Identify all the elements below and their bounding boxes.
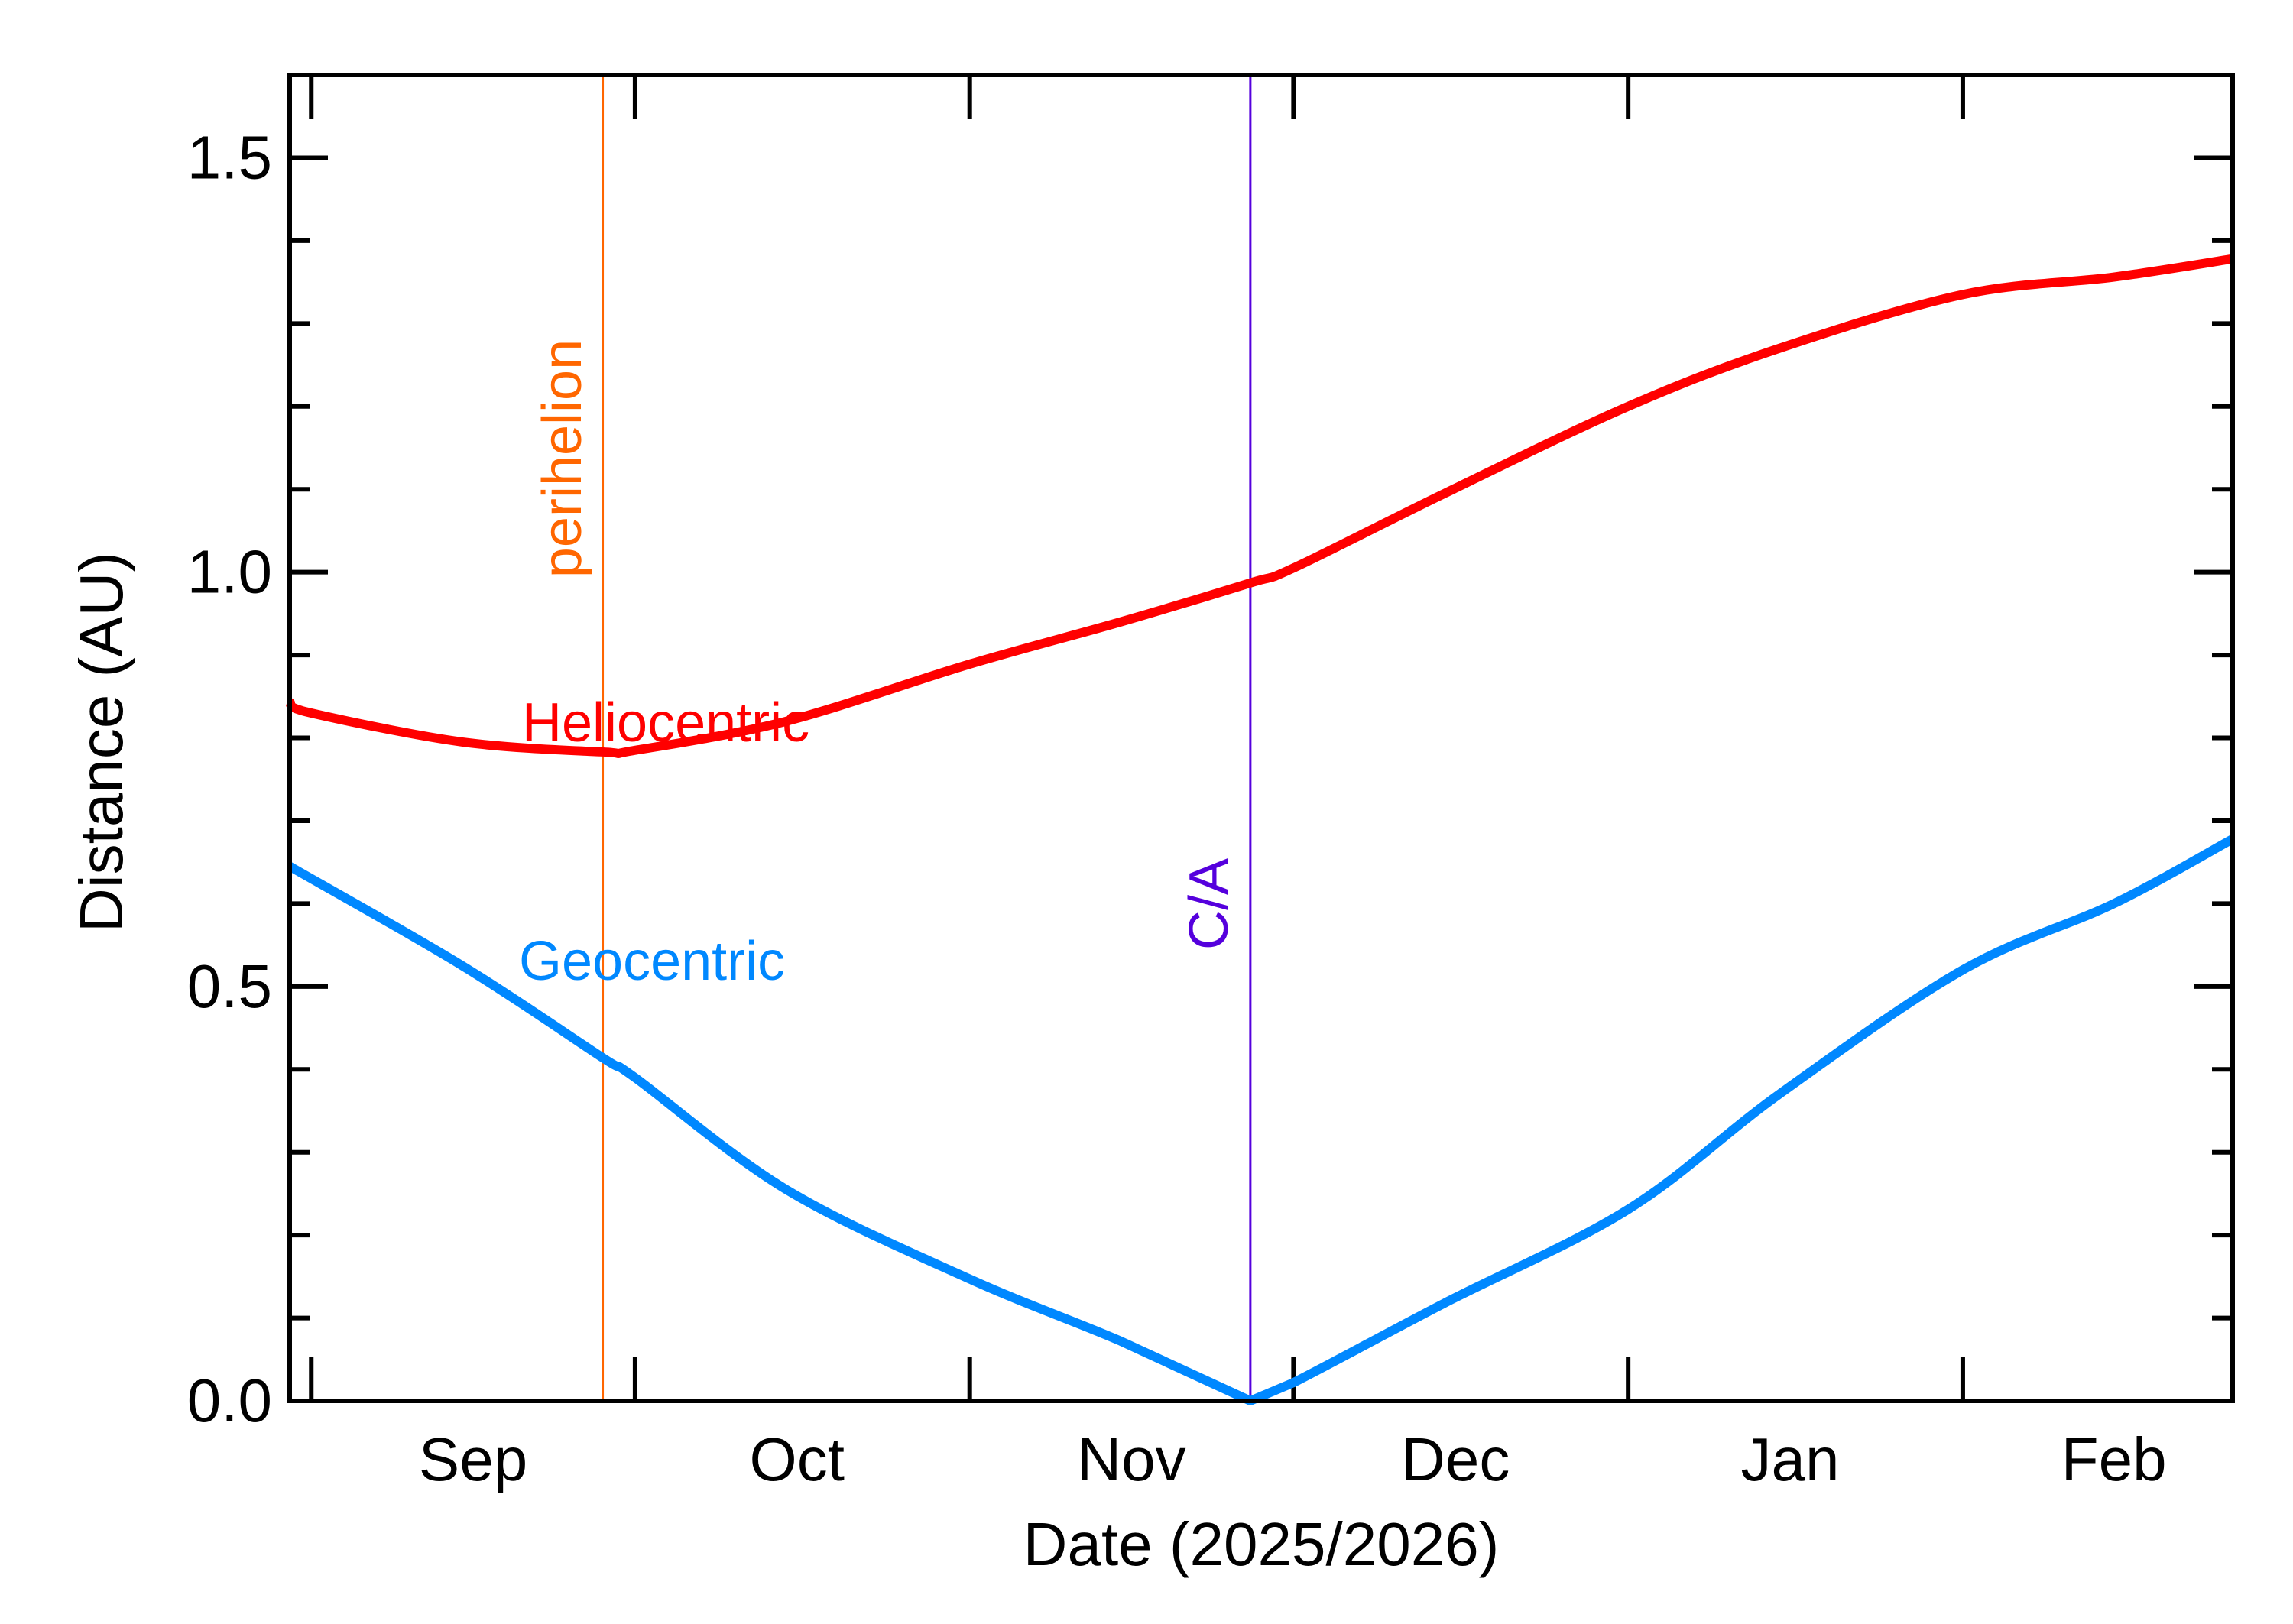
series-line-geocentric — [287, 835, 2235, 1405]
y-axis-label: Distance (AU) — [67, 552, 135, 932]
x-axis-label: Date (2025/2026) — [1023, 1510, 1500, 1578]
x-tick-label-jan: Jan — [1740, 1425, 1839, 1493]
y-tick-label: 0.0 — [187, 1366, 272, 1434]
y-tick-label: 1.5 — [187, 123, 272, 191]
tick-labels: 0.0 0.5 1.0 1.5 Sep Oct Nov Dec Jan Feb — [187, 123, 2167, 1493]
series-label-geocentric: Geocentric — [519, 931, 785, 992]
x-tick-label-oct: Oct — [750, 1425, 845, 1493]
y-tick-label: 0.5 — [187, 952, 272, 1020]
y-tick-label: 1.0 — [187, 538, 272, 606]
annotation-ca: C/A — [1179, 858, 1240, 950]
axis-ticks — [290, 73, 2233, 1403]
x-tick-label-dec: Dec — [1401, 1425, 1510, 1493]
series-lines — [286, 254, 2235, 1405]
series-label-heliocentric: Heliocentric — [522, 692, 809, 754]
x-tick-label-nov: Nov — [1077, 1425, 1185, 1493]
plot-frame — [287, 73, 2235, 1403]
x-tick-label-sep: Sep — [419, 1425, 527, 1493]
x-tick-label-feb: Feb — [2061, 1425, 2167, 1493]
series-line-heliocentric — [286, 254, 2233, 759]
annotation-perihelion: perihelion — [532, 339, 593, 578]
event-lines — [602, 75, 1252, 1401]
